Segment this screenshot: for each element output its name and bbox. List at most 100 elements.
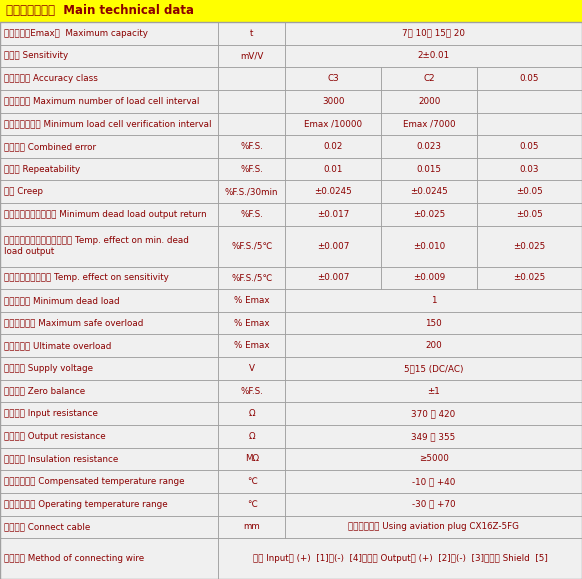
Text: %F.S.: %F.S.: [240, 142, 263, 151]
Bar: [0, 90, 218, 112]
Bar: [0, 493, 218, 516]
Bar: [0, 538, 218, 579]
Bar: [218, 357, 285, 380]
Text: 接线方式 Method of connecting wire: 接线方式 Method of connecting wire: [4, 554, 144, 563]
Bar: [0, 335, 218, 357]
Bar: [218, 402, 285, 425]
Bar: [285, 448, 582, 470]
Text: ±0.007: ±0.007: [317, 273, 349, 283]
Text: ±0.0245: ±0.0245: [314, 188, 352, 196]
Text: 最小检定分度值 Minimum load cell verification interval: 最小检定分度值 Minimum load cell verification i…: [4, 119, 211, 129]
Text: 输入电阻 Input resistance: 输入电阻 Input resistance: [4, 409, 98, 418]
Bar: [381, 181, 477, 203]
Bar: [285, 289, 582, 312]
Bar: [218, 181, 285, 203]
Bar: [218, 135, 285, 158]
Text: 准确度等级 Accuracy class: 准确度等级 Accuracy class: [4, 74, 98, 83]
Bar: [285, 380, 582, 402]
Bar: [0, 425, 218, 448]
Text: 0.05: 0.05: [520, 142, 540, 151]
Text: C3: C3: [327, 74, 339, 83]
Bar: [0, 226, 218, 266]
Text: ±0.017: ±0.017: [317, 210, 349, 219]
Bar: [0, 402, 218, 425]
Text: V: V: [249, 364, 255, 373]
Text: 综合误差 Combined error: 综合误差 Combined error: [4, 142, 96, 151]
Bar: [285, 112, 381, 135]
Bar: [285, 226, 381, 266]
Text: 重复性 Repeatability: 重复性 Repeatability: [4, 164, 80, 174]
Bar: [0, 203, 218, 226]
Bar: [0, 158, 218, 181]
Bar: [381, 135, 477, 158]
Text: t: t: [250, 29, 253, 38]
Text: 供桥电压 Supply voltage: 供桥电压 Supply voltage: [4, 364, 93, 373]
Bar: [381, 226, 477, 266]
Bar: [0, 181, 218, 203]
Text: 极限过负荷 Ultimate overload: 极限过负荷 Ultimate overload: [4, 341, 111, 350]
Bar: [285, 45, 582, 67]
Text: 2000: 2000: [418, 97, 441, 106]
Text: 输入 Input： (+)  [1]，(-)  [4]；输出 Output： (+)  [2]，(-)  [3]；屏蔽 Shield  [5]: 输入 Input： (+) [1]，(-) [4]；输出 Output： (+)…: [253, 554, 548, 563]
Text: 灵敏度 Sensitivity: 灵敏度 Sensitivity: [4, 52, 68, 60]
Bar: [381, 203, 477, 226]
Bar: [0, 0, 582, 22]
Text: ±0.010: ±0.010: [413, 241, 445, 251]
Text: 0.01: 0.01: [324, 164, 343, 174]
Text: ±0.05: ±0.05: [516, 210, 543, 219]
Bar: [218, 380, 285, 402]
Text: 200: 200: [425, 341, 442, 350]
Text: 输出电阻 Output resistance: 输出电阻 Output resistance: [4, 432, 105, 441]
Bar: [477, 67, 582, 90]
Bar: [285, 357, 582, 380]
Bar: [477, 181, 582, 203]
Bar: [381, 90, 477, 112]
Bar: [285, 90, 381, 112]
Text: Emax /10000: Emax /10000: [304, 119, 362, 129]
Text: -30 ～ +70: -30 ～ +70: [412, 500, 455, 509]
Text: Ω: Ω: [249, 409, 255, 418]
Bar: [477, 226, 582, 266]
Text: -10 ～ +40: -10 ～ +40: [412, 477, 455, 486]
Bar: [218, 312, 285, 335]
Bar: [477, 90, 582, 112]
Bar: [218, 45, 285, 67]
Text: 1: 1: [431, 296, 436, 305]
Bar: [285, 312, 582, 335]
Text: %F.S./30min: %F.S./30min: [225, 188, 278, 196]
Text: ℃: ℃: [247, 500, 257, 509]
Text: 5～15 (DC/AC): 5～15 (DC/AC): [404, 364, 463, 373]
Bar: [218, 90, 285, 112]
Text: 3000: 3000: [322, 97, 345, 106]
Bar: [0, 357, 218, 380]
Bar: [477, 112, 582, 135]
Bar: [285, 493, 582, 516]
Text: 0.05: 0.05: [520, 74, 540, 83]
Text: 蜂变 Creep: 蜂变 Creep: [4, 188, 43, 196]
Text: 2±0.01: 2±0.01: [417, 52, 450, 60]
Bar: [477, 203, 582, 226]
Bar: [218, 448, 285, 470]
Text: MΩ: MΩ: [244, 455, 259, 464]
Bar: [477, 135, 582, 158]
Bar: [218, 470, 285, 493]
Bar: [477, 158, 582, 181]
Bar: [285, 181, 381, 203]
Bar: [218, 335, 285, 357]
Bar: [285, 425, 582, 448]
Text: 0.02: 0.02: [324, 142, 343, 151]
Text: ±0.0245: ±0.0245: [410, 188, 448, 196]
Text: 最小静载荷输出恢复值 Minimum dead load output return: 最小静载荷输出恢复值 Minimum dead load output retu…: [4, 210, 207, 219]
Text: ±0.025: ±0.025: [413, 210, 445, 219]
Bar: [218, 289, 285, 312]
Bar: [285, 402, 582, 425]
Text: ±0.009: ±0.009: [413, 273, 445, 283]
Text: % Emax: % Emax: [234, 341, 269, 350]
Bar: [381, 158, 477, 181]
Text: % Emax: % Emax: [234, 296, 269, 305]
Bar: [285, 335, 582, 357]
Bar: [218, 425, 285, 448]
Text: ±0.007: ±0.007: [317, 241, 349, 251]
Text: 最小静载荷 Minimum dead load: 最小静载荷 Minimum dead load: [4, 296, 120, 305]
Bar: [381, 112, 477, 135]
